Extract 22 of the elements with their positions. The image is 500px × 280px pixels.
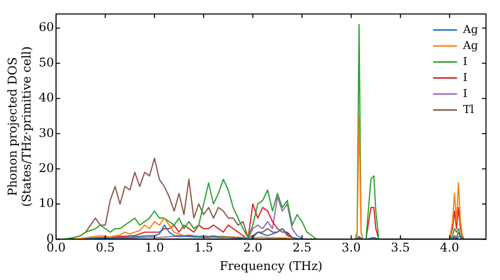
legend-label: I — [463, 70, 468, 84]
legend-label: Tl — [463, 102, 474, 116]
y-tick-label: 20 — [38, 160, 54, 175]
y-axis-title: Phonon projected DOS (States/THz·primitive cell) — [5, 46, 34, 207]
y-tick-label: 10 — [38, 196, 54, 210]
legend-label: I — [463, 86, 468, 100]
x-tick-label: 0.5 — [96, 240, 115, 255]
x-tick-label: 4.0 — [440, 240, 460, 255]
x-axis-title: Frequency (THz) — [220, 258, 322, 273]
x-tick-label: 2.5 — [292, 240, 312, 255]
y-tick-label: 40 — [38, 90, 54, 105]
x-tick-label: 3.0 — [342, 240, 361, 255]
legend-label: Ag — [462, 22, 478, 36]
x-tick-label: 1.0 — [144, 240, 164, 255]
x-tick-label: 1.5 — [194, 240, 214, 255]
x-tick-label: 3.5 — [390, 240, 410, 255]
y-tick-label: 50 — [38, 55, 54, 70]
y-tick-label: 30 — [38, 126, 54, 140]
y-tick-label: 60 — [38, 20, 54, 34]
x-tick-label: 2.0 — [243, 240, 262, 255]
legend-label: I — [463, 54, 468, 68]
legend-label: Ag — [462, 38, 478, 52]
